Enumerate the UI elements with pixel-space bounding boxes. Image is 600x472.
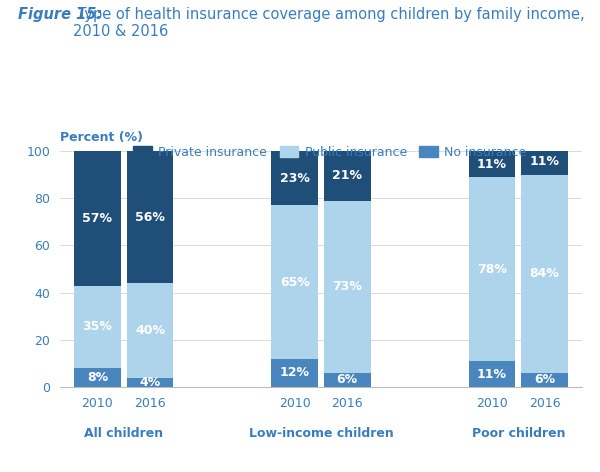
Bar bbox=[521, 175, 568, 373]
Text: Figure 15:: Figure 15: bbox=[18, 7, 102, 22]
Bar bbox=[324, 201, 371, 373]
Bar bbox=[324, 373, 371, 387]
Bar bbox=[74, 286, 121, 368]
Bar bbox=[521, 149, 568, 175]
Bar bbox=[271, 359, 318, 387]
Text: 78%: 78% bbox=[477, 262, 507, 276]
Text: 8%: 8% bbox=[87, 371, 108, 384]
Bar bbox=[127, 378, 173, 387]
Text: 65%: 65% bbox=[280, 276, 310, 288]
Text: 73%: 73% bbox=[332, 280, 362, 293]
Text: 84%: 84% bbox=[530, 267, 560, 280]
Text: Percent (%): Percent (%) bbox=[60, 131, 143, 144]
Text: 11%: 11% bbox=[530, 155, 560, 168]
Text: 23%: 23% bbox=[280, 172, 310, 185]
Text: 21%: 21% bbox=[332, 169, 362, 182]
Text: All children: All children bbox=[84, 427, 163, 440]
Bar bbox=[74, 151, 121, 286]
Bar bbox=[469, 151, 515, 177]
Text: Poor children: Poor children bbox=[472, 427, 565, 440]
Text: 6%: 6% bbox=[337, 373, 358, 387]
Text: Type of health insurance coverage among children by family income,
2010 & 2016: Type of health insurance coverage among … bbox=[73, 7, 585, 40]
Bar bbox=[271, 151, 318, 205]
Text: 11%: 11% bbox=[477, 158, 507, 170]
Bar bbox=[324, 151, 371, 201]
Bar bbox=[74, 368, 121, 387]
Text: 12%: 12% bbox=[280, 366, 310, 379]
Text: 57%: 57% bbox=[82, 212, 112, 225]
Text: 35%: 35% bbox=[82, 320, 112, 333]
Text: Low-income children: Low-income children bbox=[248, 427, 394, 440]
Bar bbox=[127, 151, 173, 283]
Bar bbox=[469, 361, 515, 387]
Bar bbox=[271, 205, 318, 359]
Text: 40%: 40% bbox=[135, 324, 165, 337]
Text: 56%: 56% bbox=[135, 211, 165, 224]
Legend: Private insurance, Public insurance, No insurance: Private insurance, Public insurance, No … bbox=[128, 141, 532, 164]
Bar bbox=[521, 373, 568, 387]
Bar bbox=[469, 177, 515, 361]
Text: 6%: 6% bbox=[534, 373, 555, 387]
Text: 11%: 11% bbox=[477, 368, 507, 380]
Bar bbox=[127, 283, 173, 378]
Text: 4%: 4% bbox=[139, 376, 161, 389]
